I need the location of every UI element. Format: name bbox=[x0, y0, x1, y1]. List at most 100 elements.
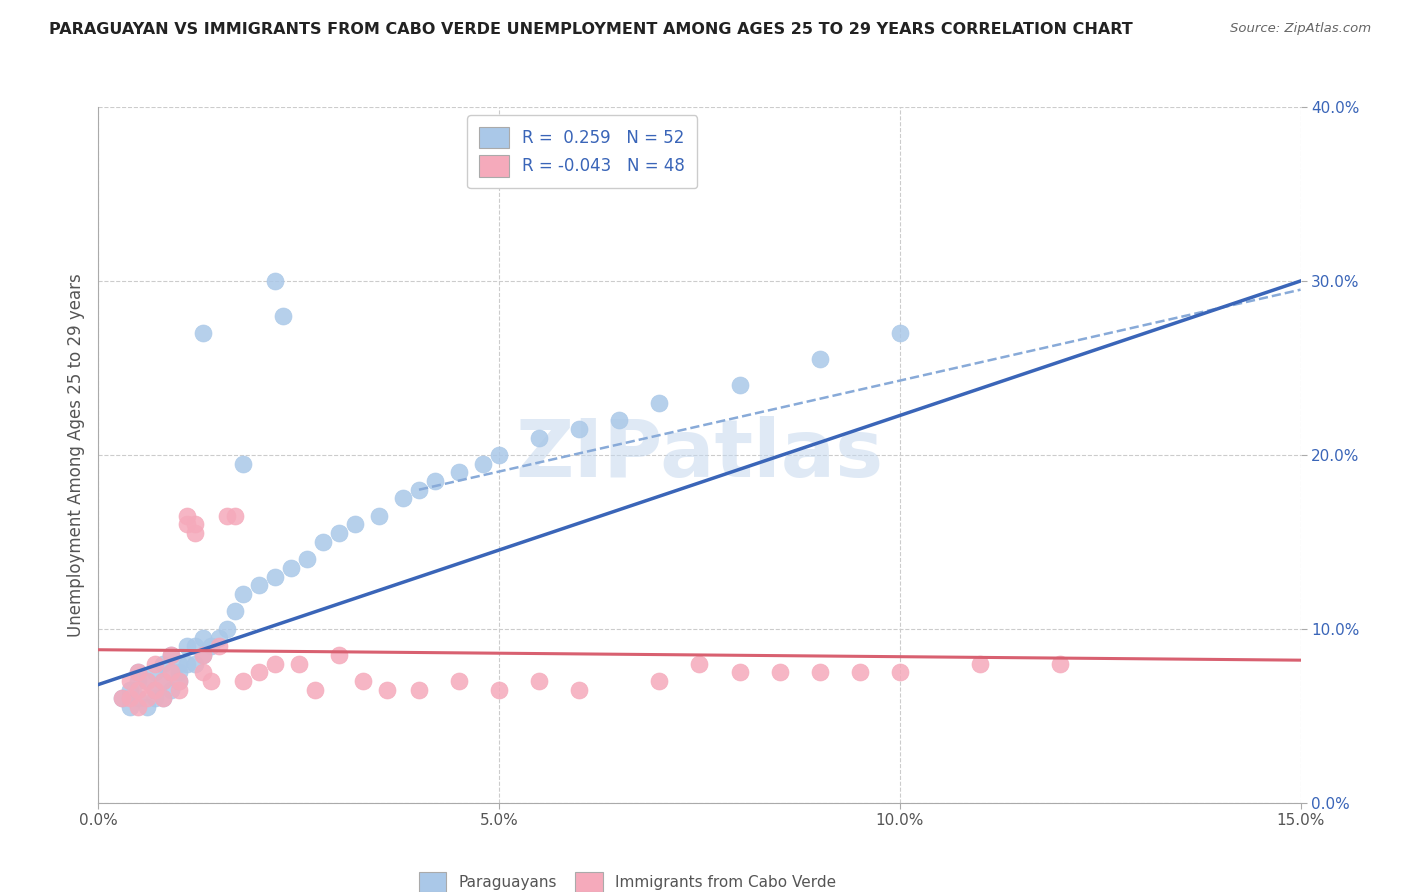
Point bbox=[728, 378, 751, 392]
Point bbox=[969, 657, 991, 671]
Point bbox=[263, 657, 285, 671]
Text: PARAGUAYAN VS IMMIGRANTS FROM CABO VERDE UNEMPLOYMENT AMONG AGES 25 TO 29 YEARS : PARAGUAYAN VS IMMIGRANTS FROM CABO VERDE… bbox=[49, 22, 1133, 37]
Point bbox=[128, 665, 150, 680]
Point bbox=[167, 665, 190, 680]
Point bbox=[120, 674, 142, 689]
Point bbox=[111, 691, 134, 706]
Point bbox=[423, 474, 446, 488]
Point bbox=[152, 691, 174, 706]
Point bbox=[648, 396, 671, 410]
Point bbox=[447, 674, 470, 689]
Point bbox=[808, 352, 831, 367]
Point bbox=[135, 674, 157, 689]
Point bbox=[224, 605, 246, 619]
Point bbox=[183, 639, 205, 653]
Point bbox=[208, 631, 231, 645]
Point bbox=[152, 657, 174, 671]
Point bbox=[224, 508, 246, 523]
Point bbox=[352, 674, 374, 689]
Point bbox=[111, 691, 134, 706]
Point bbox=[472, 457, 495, 471]
Point bbox=[447, 466, 470, 480]
Point bbox=[271, 309, 294, 323]
Point bbox=[159, 665, 181, 680]
Point bbox=[263, 274, 285, 288]
Point bbox=[889, 326, 911, 340]
Point bbox=[183, 517, 205, 532]
Point bbox=[529, 431, 551, 445]
Point bbox=[368, 508, 391, 523]
Point bbox=[167, 674, 190, 689]
Point bbox=[215, 622, 238, 636]
Point bbox=[408, 483, 430, 497]
Point bbox=[247, 578, 270, 592]
Point bbox=[488, 682, 510, 697]
Point bbox=[768, 665, 790, 680]
Point bbox=[159, 648, 181, 662]
Point bbox=[191, 648, 214, 662]
Point bbox=[167, 657, 190, 671]
Point bbox=[152, 674, 174, 689]
Point bbox=[159, 682, 181, 697]
Point bbox=[328, 648, 350, 662]
Point bbox=[143, 682, 166, 697]
Point bbox=[167, 674, 190, 689]
Point bbox=[232, 587, 254, 601]
Point bbox=[128, 682, 150, 697]
Point bbox=[135, 691, 157, 706]
Point bbox=[328, 526, 350, 541]
Point bbox=[849, 665, 872, 680]
Point bbox=[183, 526, 205, 541]
Y-axis label: Unemployment Among Ages 25 to 29 years: Unemployment Among Ages 25 to 29 years bbox=[66, 273, 84, 637]
Point bbox=[263, 570, 285, 584]
Point bbox=[159, 648, 181, 662]
Point bbox=[120, 691, 142, 706]
Point bbox=[176, 508, 198, 523]
Point bbox=[159, 665, 181, 680]
Point bbox=[143, 691, 166, 706]
Point bbox=[176, 639, 198, 653]
Point bbox=[247, 665, 270, 680]
Point bbox=[128, 674, 150, 689]
Point bbox=[889, 665, 911, 680]
Point bbox=[143, 682, 166, 697]
Point bbox=[143, 657, 166, 671]
Point bbox=[176, 517, 198, 532]
Point bbox=[343, 517, 366, 532]
Point bbox=[120, 682, 142, 697]
Point bbox=[200, 639, 222, 653]
Text: ZIPatlas: ZIPatlas bbox=[516, 416, 883, 494]
Point bbox=[392, 491, 415, 506]
Point bbox=[488, 448, 510, 462]
Text: Source: ZipAtlas.com: Source: ZipAtlas.com bbox=[1230, 22, 1371, 36]
Point bbox=[152, 674, 174, 689]
Point bbox=[648, 674, 671, 689]
Point bbox=[167, 682, 190, 697]
Point bbox=[728, 665, 751, 680]
Point bbox=[288, 657, 311, 671]
Point bbox=[295, 552, 318, 566]
Point bbox=[304, 682, 326, 697]
Point bbox=[1049, 657, 1071, 671]
Point bbox=[128, 700, 150, 714]
Point bbox=[688, 657, 710, 671]
Point bbox=[191, 326, 214, 340]
Point bbox=[609, 413, 631, 427]
Point bbox=[128, 691, 150, 706]
Point bbox=[808, 665, 831, 680]
Point bbox=[375, 682, 398, 697]
Point bbox=[128, 665, 150, 680]
Point bbox=[208, 639, 231, 653]
Point bbox=[191, 648, 214, 662]
Point bbox=[232, 457, 254, 471]
Point bbox=[529, 674, 551, 689]
Point bbox=[408, 682, 430, 697]
Point bbox=[191, 631, 214, 645]
Point bbox=[191, 665, 214, 680]
Point bbox=[568, 422, 591, 436]
Point bbox=[215, 508, 238, 523]
Point bbox=[135, 700, 157, 714]
Point bbox=[152, 691, 174, 706]
Point bbox=[135, 674, 157, 689]
Point bbox=[232, 674, 254, 689]
